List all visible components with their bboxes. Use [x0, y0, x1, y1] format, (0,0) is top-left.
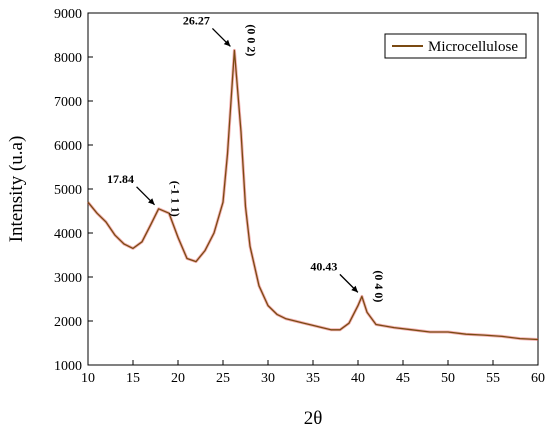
legend-label: Microcellulose — [428, 39, 518, 55]
peak-label: 40.43 — [310, 259, 337, 273]
y-tick-label: 3000 — [54, 271, 82, 286]
plot-frame — [87, 12, 539, 366]
x-tick-label: 40 — [351, 371, 365, 386]
x-tick-label: 20 — [171, 371, 185, 386]
x-tick-label: 15 — [126, 371, 140, 386]
peak-arrowhead — [351, 285, 358, 293]
y-tick-label: 4000 — [54, 227, 82, 242]
series-line — [87, 49, 539, 341]
peak-label: 17.84 — [107, 172, 134, 186]
peak-arrowhead — [223, 39, 231, 47]
peak-arrowhead — [148, 198, 155, 205]
x-tick-label: 45 — [396, 371, 410, 386]
x-tick-label: 60 — [531, 371, 545, 386]
y-tick-label: 1000 — [54, 359, 82, 374]
x-tick-label: 50 — [441, 371, 455, 386]
x-tick-label: 35 — [306, 371, 320, 386]
series-line-glow — [86, 48, 539, 341]
x-tick-label: 55 — [486, 371, 500, 386]
peak-label: 26.27 — [183, 13, 210, 27]
y-tick-label: 9000 — [54, 7, 82, 22]
x-tick-label: 10 — [81, 371, 95, 386]
miller-index-label: (-1 1 1) — [169, 181, 183, 217]
y-tick-label: 7000 — [54, 95, 82, 110]
legend: Microcellulose — [384, 33, 527, 59]
x-tick-label: 30 — [261, 371, 275, 386]
x-axis-title: 2θ — [304, 408, 323, 429]
y-tick-label: 8000 — [54, 51, 82, 66]
y-tick-label: 5000 — [54, 183, 82, 198]
miller-index-label: (0 0 2) — [244, 24, 258, 56]
miller-index-label: (0 4 0) — [372, 270, 386, 302]
y-tick-label: 6000 — [54, 139, 82, 154]
y-tick-label: 2000 — [54, 315, 82, 330]
x-tick-label: 25 — [216, 371, 230, 386]
y-axis-title: Intensity (u.a) — [6, 136, 27, 243]
